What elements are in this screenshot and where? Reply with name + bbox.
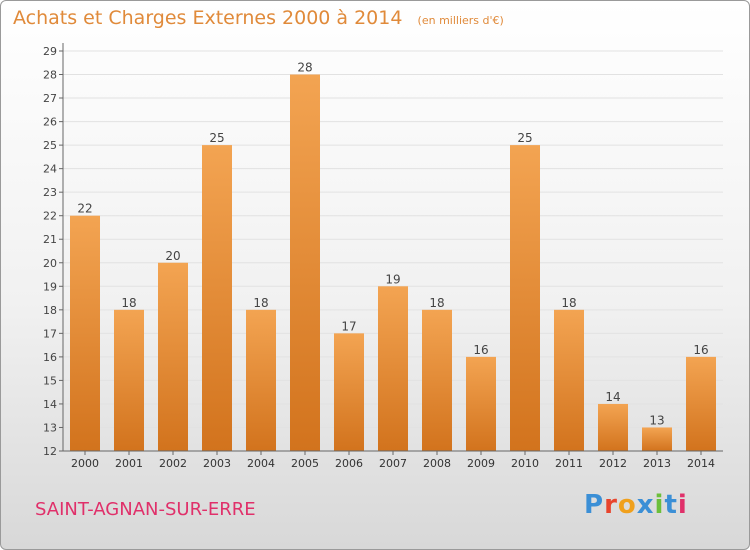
y-tick-label: 29 <box>43 45 57 58</box>
bar-2011 <box>554 309 584 451</box>
bar-layer: 22 18 20 25 18 28 17 19 18 16 25 18 14 13 16 <box>70 61 716 451</box>
y-tick-label: 24 <box>43 163 57 176</box>
x-tick-label: 2000 <box>71 457 99 470</box>
x-tick-label: 2007 <box>379 457 407 470</box>
bar-value-label: 28 <box>297 61 312 75</box>
bar-value-label: 16 <box>473 343 488 357</box>
x-tick-label: 2012 <box>599 457 627 470</box>
bar-2003 <box>202 145 232 451</box>
y-tick-label: 12 <box>43 445 57 458</box>
logo-letter: P <box>584 490 605 520</box>
y-tick-label: 14 <box>43 398 57 411</box>
y-tick-label: 25 <box>43 139 57 152</box>
bar-2014 <box>686 356 716 451</box>
y-tick-label: 17 <box>43 327 57 340</box>
y-tick-label: 19 <box>43 280 57 293</box>
chart-title: Achats et Charges Externes 2000 à 2014 <box>13 7 403 29</box>
title-row: Achats et Charges Externes 2000 à 2014 (… <box>13 7 504 29</box>
bar-value-label: 22 <box>77 202 92 216</box>
x-tick-label: 2011 <box>555 457 583 470</box>
bar-value-label: 18 <box>121 296 136 310</box>
bar-2002 <box>158 262 188 451</box>
commune-name: SAINT-AGNAN-SUR-ERRE <box>35 499 256 520</box>
logo-letter: i <box>677 490 688 520</box>
y-tick-label: 26 <box>43 116 57 129</box>
bar-2013 <box>642 427 672 451</box>
x-tick-label: 2006 <box>335 457 363 470</box>
bar-value-label: 13 <box>649 413 664 427</box>
bar-value-label: 18 <box>253 296 268 310</box>
y-tick-label: 27 <box>43 92 57 105</box>
x-tick-label: 2010 <box>511 457 539 470</box>
x-tick-label: 2001 <box>115 457 143 470</box>
logo-letter: r <box>604 490 618 520</box>
x-tick-label: 2003 <box>203 457 231 470</box>
logo-letter: o <box>617 490 637 520</box>
bar-value-label: 25 <box>517 131 532 145</box>
y-tick-label: 15 <box>43 374 57 387</box>
bar-2012 <box>598 403 628 451</box>
bar-value-label: 19 <box>385 272 400 286</box>
bar-2001 <box>114 309 144 451</box>
y-tick-label: 23 <box>43 186 57 199</box>
y-tick-label: 16 <box>43 351 57 364</box>
y-tick-label: 13 <box>43 421 57 434</box>
logo-letter: i <box>654 490 665 520</box>
bar-value-label: 18 <box>561 296 576 310</box>
y-tick-label: 20 <box>43 257 57 270</box>
axis-layer: 12 13 14 15 16 17 18 19 20 21 22 23 24 25 26 27 28 29 2000… <box>43 43 723 470</box>
x-tick-label: 2002 <box>159 457 187 470</box>
y-tick-label: 22 <box>43 210 57 223</box>
bar-2008 <box>422 309 452 451</box>
x-tick-label: 2005 <box>291 457 319 470</box>
proxiti-logo[interactable]: Proxiti <box>584 490 688 520</box>
chart-unit: (en milliers d'€) <box>417 14 504 27</box>
x-tick-label: 2014 <box>687 457 715 470</box>
bar-2007 <box>378 286 408 451</box>
bar-value-label: 20 <box>165 249 180 263</box>
x-tick-label: 2009 <box>467 457 495 470</box>
logo-letter: x <box>636 490 655 520</box>
logo-letter: t <box>664 490 678 520</box>
bar-2010 <box>510 145 540 451</box>
bar-2004 <box>246 309 276 451</box>
x-tick-label: 2004 <box>247 457 275 470</box>
y-tick-label: 18 <box>43 304 57 317</box>
x-tick-label: 2008 <box>423 457 451 470</box>
y-tick-label: 28 <box>43 69 57 82</box>
bar-value-label: 17 <box>341 319 356 333</box>
bar-value-label: 25 <box>209 131 224 145</box>
bar-2006 <box>334 333 364 451</box>
bar-2005 <box>290 74 320 451</box>
bar-2000 <box>70 215 100 451</box>
bar-value-label: 14 <box>605 390 620 404</box>
y-tick-label: 21 <box>43 233 57 246</box>
bar-value-label: 18 <box>429 296 444 310</box>
x-tick-label: 2013 <box>643 457 671 470</box>
bar-2009 <box>466 356 496 451</box>
bar-value-label: 16 <box>693 343 708 357</box>
